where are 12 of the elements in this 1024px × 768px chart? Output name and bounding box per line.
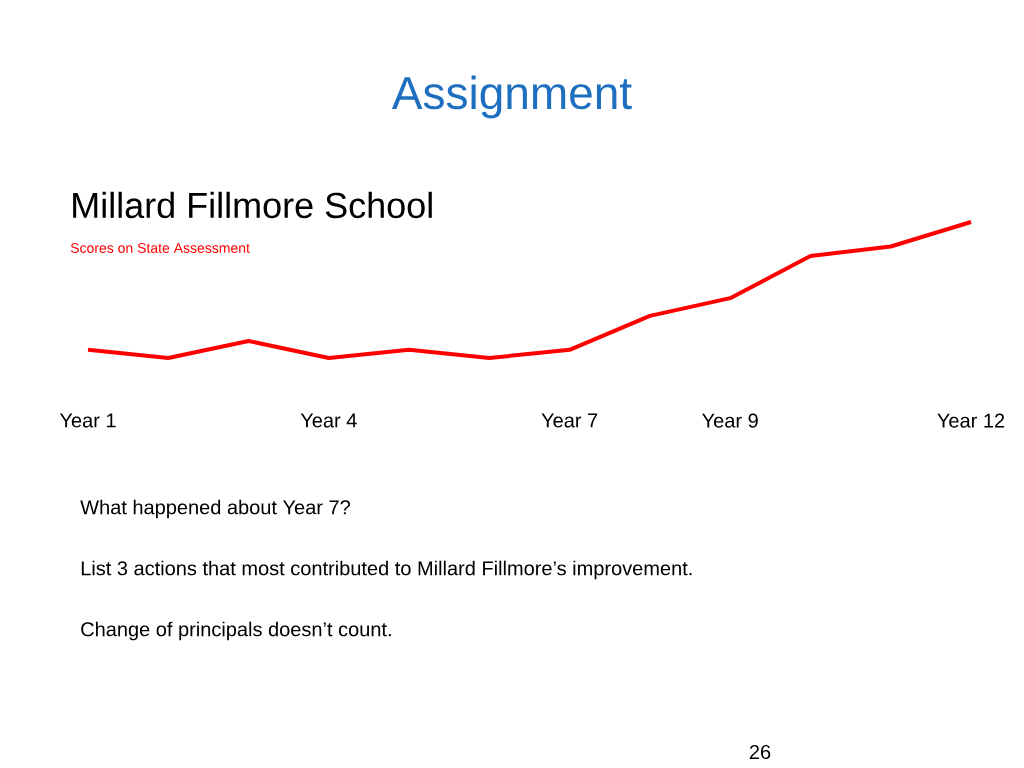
chart-title: Assignment <box>391 75 632 119</box>
x-tick-label: Year 9 <box>702 413 758 428</box>
text: 26 <box>749 744 771 760</box>
annotation: Scores on State Assessment <box>70 243 250 253</box>
x-tick-label: Year 12 <box>937 413 1005 428</box>
x-tick-label: Year 4 <box>300 413 357 428</box>
text: List 3 actions that most contributed to Millard Fillmore’s improvement. <box>81 560 692 580</box>
text: Change of principals doesn’t count. <box>81 621 391 641</box>
chart-subtitle: Millard Fillmore School <box>73 191 432 219</box>
text: What happened about Year 7? <box>80 499 351 519</box>
x-tick-label: Year 7 <box>541 413 598 428</box>
x-tick-label: Year 1 <box>59 413 116 428</box>
